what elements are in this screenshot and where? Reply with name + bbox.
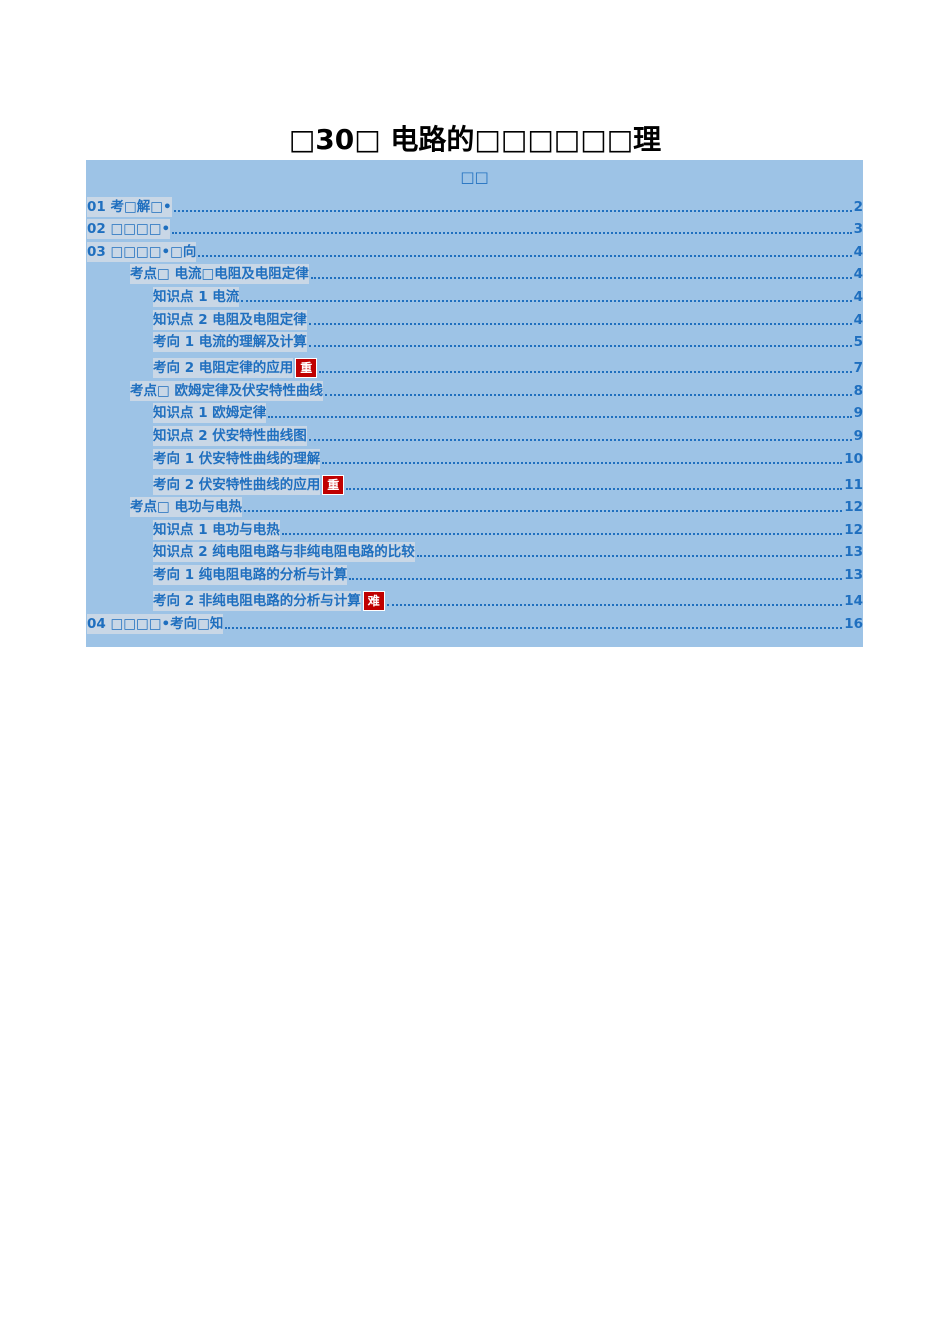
leader	[308, 438, 852, 441]
entry-label: 知识点 1 欧姆定律	[153, 403, 267, 424]
toc-entry: 知识点 1 电功与电热 12	[86, 517, 863, 540]
toc-entry: 考向 2 伏安特性曲线的应用重 11	[86, 469, 863, 495]
toc-entry: 知识点 2 电阻及电阻定律 4	[86, 307, 863, 330]
toc-entry: 知识点 1 电流 4	[86, 284, 863, 307]
leader	[416, 555, 843, 558]
entry-label: 考向 2 电阻定律的应用	[153, 358, 294, 379]
leader	[346, 487, 843, 490]
toc-entry: 考向 1 电流的理解及计算 5	[86, 330, 863, 353]
entry-label: 04 □□□□•考向□知	[87, 613, 224, 634]
toc-entry: 考向 1 纯电阻电路的分析与计算 13	[86, 562, 863, 585]
leader	[349, 577, 843, 580]
page-number: 13	[844, 566, 863, 583]
toc-entry: 03 □□□□•□向 4	[86, 239, 863, 262]
entry-label: 知识点 2 纯电阻电路与非纯电阻电路的比较	[153, 542, 415, 563]
leader	[319, 371, 852, 374]
entry-label: 知识点 1 电功与电热	[153, 519, 280, 540]
toc-entry: 01 考□解□• 2	[86, 194, 863, 217]
entry-label: 01 考□解□•	[87, 196, 172, 217]
leader	[173, 209, 852, 212]
page-number: 8	[853, 382, 863, 399]
page-number: 12	[844, 521, 863, 538]
leader	[322, 461, 843, 464]
badge: 难	[362, 590, 385, 611]
toc-entry: 考向 2 非纯电阻电路的分析与计算难 14	[86, 585, 863, 611]
entry-label: 考向 1 纯电阻电路的分析与计算	[153, 564, 348, 585]
toc-entry: 考点□ 电功与电热 12	[86, 495, 863, 518]
page-number: 13	[844, 544, 863, 561]
entry-label: 知识点 2 电阻及电阻定律	[153, 309, 307, 330]
leader	[308, 322, 852, 325]
page-number: 14	[844, 592, 863, 609]
leader	[241, 299, 852, 302]
page-number: 16	[844, 615, 863, 632]
leader	[308, 345, 852, 348]
leader	[310, 277, 852, 280]
page-number: 5	[853, 334, 863, 351]
leader	[281, 532, 843, 535]
entry-label: 考向 1 电流的理解及计算	[153, 332, 307, 353]
page-number: 4	[853, 311, 863, 328]
toc-entry: 考向 2 电阻定律的应用重 7	[86, 352, 863, 379]
badge: 重	[295, 358, 318, 379]
badge: 重	[322, 474, 345, 495]
toc-entry: 考向 1 伏安特性曲线的理解 10	[86, 446, 863, 469]
leader	[324, 393, 852, 396]
entry-label: 考向 2 非纯电阻电路的分析与计算	[153, 590, 361, 611]
entry-label: 考点□ 电功与电热	[130, 497, 242, 518]
leader	[198, 254, 852, 257]
page-number: 4	[853, 243, 863, 260]
entry-label: 知识点 1 电流	[153, 286, 240, 307]
entry-label: 03 □□□□•□向	[87, 241, 197, 262]
entry-label: 考向 1 伏安特性曲线的理解	[153, 448, 321, 469]
leader	[243, 510, 843, 513]
entry-label: 02 □□□□•	[87, 219, 171, 240]
page-number: 10	[844, 450, 863, 467]
page-number: 12	[844, 499, 863, 516]
entry-label: 考点□ 欧姆定律及伏安特性曲线	[130, 380, 323, 401]
leader	[172, 232, 852, 235]
toc-entry: 知识点 2 伏安特性曲线图 9	[86, 423, 863, 446]
toc-entry: 02 □□□□• 3	[86, 217, 863, 240]
leader	[268, 416, 852, 419]
page-number: 3	[853, 221, 863, 238]
entry-label: 知识点 2 伏安特性曲线图	[153, 425, 307, 446]
toc-rows: 01 考□解□• 2 02 □□□□• 3 03 □□□□•□向 4 考点□ 电流□电阻及电…	[86, 194, 863, 634]
toc-entry: 知识点 2 纯电阻电路与非纯电阻电路的比较 13	[86, 540, 863, 563]
page-number: 7	[853, 360, 863, 377]
toc-entry: 考点□ 电流□电阻及电阻定律 4	[86, 262, 863, 285]
toc-entry: 04 □□□□•考向□知 16	[86, 611, 863, 634]
leader	[386, 603, 843, 606]
toc-entry: 知识点 1 欧姆定律 9	[86, 401, 863, 424]
entry-label: 考点□ 电流□电阻及电阻定律	[130, 264, 309, 285]
entry-label: 考向 2 伏安特性曲线的应用	[153, 474, 321, 495]
leader	[225, 626, 843, 629]
page-number: 9	[853, 427, 863, 444]
page-number: 4	[853, 288, 863, 305]
page-number: 2	[853, 198, 863, 215]
toc-entry: 考点□ 欧姆定律及伏安特性曲线 8	[86, 378, 863, 401]
page-number: 9	[853, 405, 863, 422]
toc: □□ 01 考□解□• 2 02 □□□□• 3 03 □□□□•□向 4 考点□ 电流□电…	[86, 160, 863, 647]
page-number: 4	[853, 266, 863, 283]
doc-title: □30□ 电路的□□□□□□理	[288, 123, 662, 156]
page-number: 11	[844, 476, 863, 493]
toc-heading: □□	[460, 168, 489, 186]
